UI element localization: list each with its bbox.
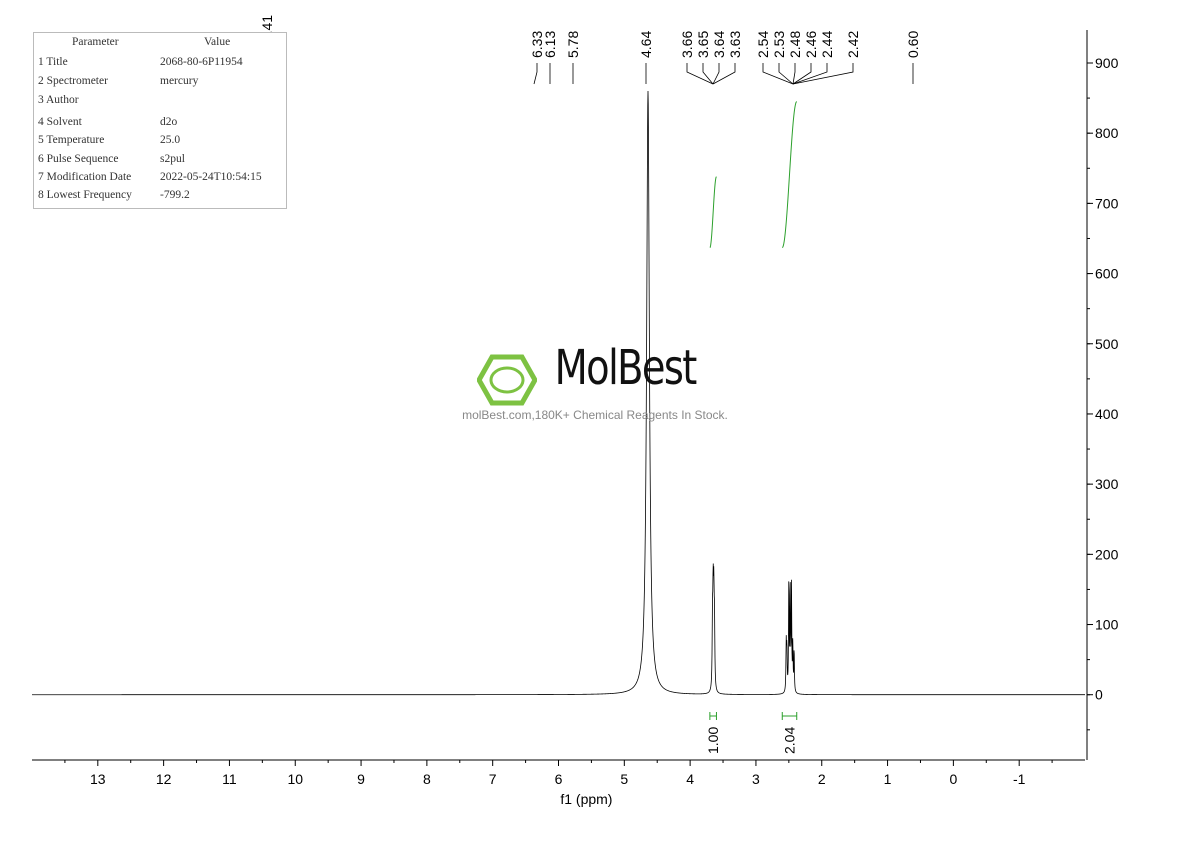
integral-value: 2.04 <box>782 727 798 754</box>
x-tick-label: 4 <box>686 771 694 787</box>
param-value: 2022-05-24T10:54:15 <box>160 171 262 183</box>
x-tick-label: 10 <box>287 771 303 787</box>
value-header: Value <box>204 36 231 48</box>
x-tick-label: 7 <box>489 771 497 787</box>
param-header: Parameter <box>72 36 119 48</box>
y-tick-label: 800 <box>1095 125 1119 141</box>
param-name: 1 Title <box>38 56 68 68</box>
param-value: s2pul <box>160 153 185 165</box>
y-tick-label: 100 <box>1095 617 1119 633</box>
param-value: 2068-80-6P11954 <box>160 56 243 68</box>
y-tick-label: 900 <box>1095 55 1119 71</box>
x-tick-label: 1 <box>884 771 892 787</box>
param-name: 2 Spectrometer <box>38 75 108 87</box>
integral-curve <box>709 176 717 249</box>
integral-bracket <box>781 712 798 720</box>
peak-label-leader <box>712 63 736 85</box>
x-tick-label: 8 <box>423 771 431 787</box>
peak-label-leader <box>792 63 828 85</box>
x-tick-label: 2 <box>818 771 826 787</box>
x-tick-label: 3 <box>752 771 760 787</box>
param-value: d2o <box>160 116 178 128</box>
peak-label: 5.78 <box>565 31 581 58</box>
peak-label: 2.44 <box>819 31 835 58</box>
peak-label-leader <box>762 63 794 85</box>
param-name: 3 Author <box>38 94 79 106</box>
integral-curve <box>781 101 798 249</box>
x-tick-label: 12 <box>156 771 172 787</box>
y-tick-label: 500 <box>1095 336 1119 352</box>
x-tick-label: 5 <box>620 771 628 787</box>
param-value: 25.0 <box>160 134 181 146</box>
peak-label: 3.63 <box>727 31 743 58</box>
y-tick-label: 300 <box>1095 476 1119 492</box>
x-tick-label: 9 <box>357 771 365 787</box>
peak-label: 2.53 <box>771 31 787 58</box>
param-name: 4 Solvent <box>38 116 82 128</box>
integral-value: 1.00 <box>705 727 721 754</box>
peak-label-leader <box>792 63 796 85</box>
x-tick-label: -1 <box>1013 771 1026 787</box>
param-name: 8 Lowest Frequency <box>38 189 132 201</box>
x-axis-label: f1 (ppm) <box>560 791 612 807</box>
param-value: mercury <box>160 75 199 87</box>
peak-label: 6.33 <box>529 31 545 58</box>
parameter-table: Parameter Value 1 Title 2068-80-6P11954 2 Sp… <box>33 32 287 209</box>
watermark-tagline: molBest.com,180K+ Chemical Reagents In S… <box>462 407 728 422</box>
y-tick-label: 200 <box>1095 546 1119 562</box>
peak-label: 3.66 <box>679 31 695 58</box>
y-tick-label: 0 <box>1095 687 1103 703</box>
peak-label-leader <box>702 63 714 85</box>
peak-label: 2.54 <box>755 31 771 58</box>
peak-label-leader <box>792 63 854 85</box>
param-name: 7 Modification Date <box>38 171 132 183</box>
peak-label: 3.64 <box>711 31 727 58</box>
x-tick-label: 11 <box>222 771 237 787</box>
peak-label: 2.48 <box>787 31 803 58</box>
peak-label-leader <box>686 63 714 85</box>
y-tick-label: 400 <box>1095 406 1119 422</box>
peak-label-leader <box>778 63 794 85</box>
y-tick-label: 700 <box>1095 195 1119 211</box>
param-value: -799.2 <box>160 189 190 201</box>
peak-label-leader <box>533 63 538 85</box>
peak-label: 2.42 <box>845 31 861 58</box>
peak-label: 2.46 <box>803 31 819 58</box>
x-tick-label: 13 <box>90 771 106 787</box>
peak-label-leader <box>712 63 720 85</box>
peak-label-leader <box>792 63 812 85</box>
watermark: MolBest molBest.com,180K+ Chemical Reage… <box>440 340 750 422</box>
peak-label: 0.60 <box>905 31 921 58</box>
param-name: 6 Pulse Sequence <box>38 153 119 165</box>
param-name: 5 Temperature <box>38 134 105 146</box>
molbest-logo-icon <box>475 354 538 406</box>
peak-label: 6.13 <box>542 31 558 58</box>
watermark-brand: MolBest <box>554 340 697 396</box>
integral-bracket <box>709 712 717 720</box>
x-tick-label: 6 <box>555 771 563 787</box>
peak-label: 3.65 <box>695 31 711 58</box>
peak-label: 4.64 <box>638 31 654 58</box>
y-tick-label: 600 <box>1095 266 1119 282</box>
spectrum-line <box>32 91 1085 696</box>
x-tick-label: 0 <box>949 771 957 787</box>
